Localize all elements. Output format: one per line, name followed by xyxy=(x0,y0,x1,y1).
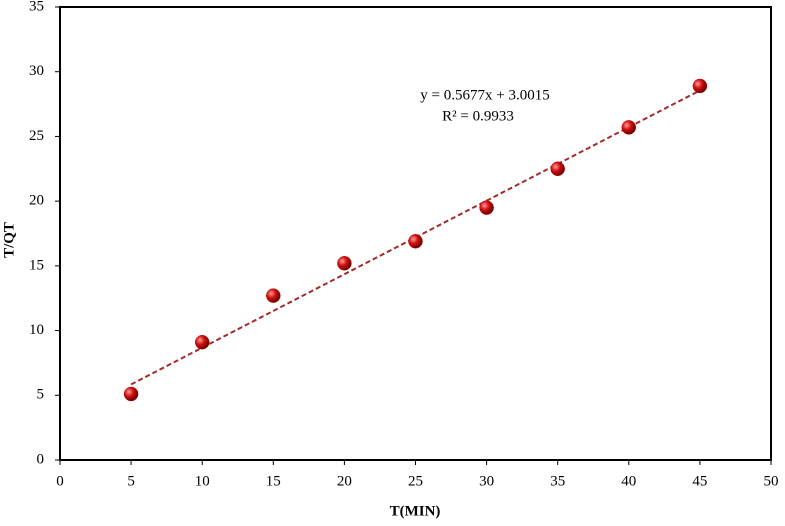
equation: y = 0.5677x + 3.0015 xyxy=(420,87,549,103)
y-tick-label: 15 xyxy=(29,257,44,273)
y-tick-label: 30 xyxy=(29,63,44,79)
data-point xyxy=(550,161,565,177)
y-tick-label: 25 xyxy=(29,128,44,144)
data-point xyxy=(337,256,352,271)
data-point xyxy=(266,288,281,303)
data-point xyxy=(123,386,139,402)
x-tick-label: 35 xyxy=(550,473,565,489)
x-tick-label: 40 xyxy=(621,473,636,489)
x-tick-label: 0 xyxy=(56,473,64,489)
x-tick-label: 30 xyxy=(479,473,494,489)
x-tick-label: 45 xyxy=(692,473,707,489)
x-tick-label: 5 xyxy=(127,473,135,489)
y-axis-title: T/QT xyxy=(1,222,17,258)
x-tick-label: 10 xyxy=(195,473,210,489)
data-point xyxy=(621,120,637,135)
plot-frame xyxy=(59,6,772,461)
x-tick-label: 25 xyxy=(408,473,423,489)
data-point xyxy=(194,334,210,350)
data-point xyxy=(479,200,494,215)
y-tick-label: 5 xyxy=(37,387,45,403)
y-tick-label: 35 xyxy=(29,0,44,14)
x-tick-label: 20 xyxy=(337,473,352,489)
x-tick-label: 15 xyxy=(266,473,281,489)
x-tick-label: 50 xyxy=(764,473,779,489)
y-tick-label: 20 xyxy=(29,193,44,209)
r-squared: R² = 0.9933 xyxy=(442,108,514,124)
y-tick-label: 0 xyxy=(37,451,45,467)
data-point xyxy=(408,234,423,249)
x-axis-title: T(MIN) xyxy=(390,503,441,519)
data-point xyxy=(692,78,708,94)
y-tick-label: 10 xyxy=(29,322,44,338)
